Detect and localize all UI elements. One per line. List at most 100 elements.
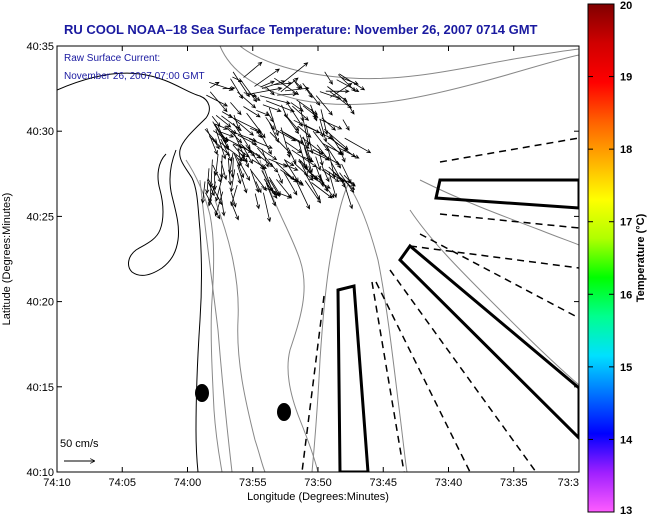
current-vector — [325, 89, 350, 94]
current-vector — [279, 129, 304, 144]
current-vector — [319, 175, 328, 193]
shipping-lane-east — [398, 243, 579, 441]
current-vector — [232, 143, 244, 149]
current-vector — [285, 173, 299, 183]
current-vector — [320, 109, 329, 136]
inner-coastline — [185, 159, 223, 472]
current-vector — [249, 92, 261, 101]
current-vector — [257, 147, 279, 173]
y-axis-ticks: 40:35 40:30 40:25 40:20 40:15 40:10 — [26, 41, 579, 479]
current-vector — [321, 169, 340, 183]
x-tick-label: 73:50 — [304, 477, 332, 489]
current-vector — [301, 137, 324, 155]
coastline — [57, 72, 210, 472]
y-tick-label: 40:25 — [26, 211, 54, 223]
current-vector — [276, 130, 297, 142]
current-vector — [230, 192, 237, 208]
current-vector — [256, 110, 270, 117]
current-vector — [230, 130, 257, 142]
current-vector — [206, 127, 218, 155]
current-vector — [280, 169, 304, 186]
current-vector — [290, 102, 304, 112]
y-tick-label: 40:15 — [26, 382, 54, 394]
current-vector — [221, 131, 235, 138]
current-vector — [227, 128, 243, 144]
colorbar-tick-label: 18 — [620, 144, 632, 156]
colorbar — [587, 3, 615, 513]
current-vector — [297, 125, 312, 138]
current-vector — [342, 119, 350, 131]
current-vector — [206, 94, 229, 107]
current-vector — [212, 171, 217, 191]
current-vector — [251, 86, 283, 95]
current-vector — [232, 71, 250, 98]
x-axis-ticks: 74:10 74:05 74:00 73:55 73:50 73:45 73:40 73:35… — [43, 46, 580, 489]
current-vector — [283, 62, 309, 83]
y-axis-label: Latitude (Degrees:Minutes) — [1, 193, 13, 326]
bathymetry-contour-7 — [419, 179, 579, 246]
current-vector — [308, 166, 314, 179]
current-note-line2: November 26, 2007 07:00 GMT — [64, 71, 205, 82]
coastline-bay — [128, 149, 179, 276]
bathymetry-contour-9 — [214, 199, 266, 472]
current-vector — [286, 102, 303, 127]
plot-area — [57, 46, 579, 472]
figure-title: RU COOL NOAA–18 Sea Surface Temperature:… — [64, 22, 538, 37]
current-note-line1: Raw Surface Current: — [64, 53, 160, 64]
current-vector — [277, 173, 283, 184]
current-vector — [318, 126, 324, 138]
current-vector — [211, 137, 220, 150]
current-vector — [263, 178, 278, 199]
current-vector — [254, 193, 261, 210]
current-vector — [284, 141, 303, 154]
current-vector — [260, 80, 275, 88]
current-vector — [243, 106, 261, 118]
current-vector — [305, 174, 321, 201]
current-vector — [315, 156, 322, 171]
bathymetry-contour-2 — [239, 46, 579, 80]
current-vector — [268, 107, 279, 137]
current-vector — [266, 111, 274, 123]
y-tick-label: 40:30 — [26, 126, 54, 138]
current-vector — [262, 104, 282, 113]
current-vector — [291, 149, 318, 168]
current-vector — [283, 171, 298, 196]
current-vector — [214, 191, 224, 217]
current-vector — [269, 131, 292, 155]
current-vector — [296, 99, 318, 115]
bathymetry-contour-3 — [311, 179, 351, 472]
current-vector — [265, 86, 275, 96]
y-tick-label: 40:10 — [26, 467, 54, 479]
current-vector — [259, 95, 291, 105]
colorbar-tick-label: 14 — [620, 434, 633, 446]
colorbar-tick-label: 17 — [620, 217, 632, 229]
current-vector — [312, 130, 330, 152]
shipping-lane-south — [336, 284, 370, 472]
current-vector — [241, 81, 258, 103]
current-vector — [205, 192, 221, 220]
current-vector — [215, 114, 232, 128]
current-vector — [230, 201, 239, 221]
current-vector — [330, 82, 353, 98]
current-vector — [263, 192, 272, 223]
buoy-marker-2 — [277, 403, 291, 421]
current-vector — [246, 112, 266, 139]
current-vector — [327, 86, 348, 103]
current-vector — [321, 165, 330, 183]
x-tick-label: 73:3 — [558, 477, 579, 489]
current-vector — [228, 114, 254, 136]
current-vector — [209, 82, 234, 91]
shipping-lane-north — [434, 178, 579, 210]
current-vector — [342, 77, 359, 85]
current-vector — [247, 147, 262, 159]
current-vector — [324, 128, 349, 150]
current-vector — [265, 182, 276, 207]
separation-zones — [301, 137, 579, 472]
current-vector — [322, 143, 344, 155]
current-vector — [237, 164, 248, 194]
current-vector — [303, 136, 312, 163]
current-vector — [209, 136, 231, 156]
current-vector — [328, 150, 336, 179]
current-vector — [214, 124, 229, 143]
